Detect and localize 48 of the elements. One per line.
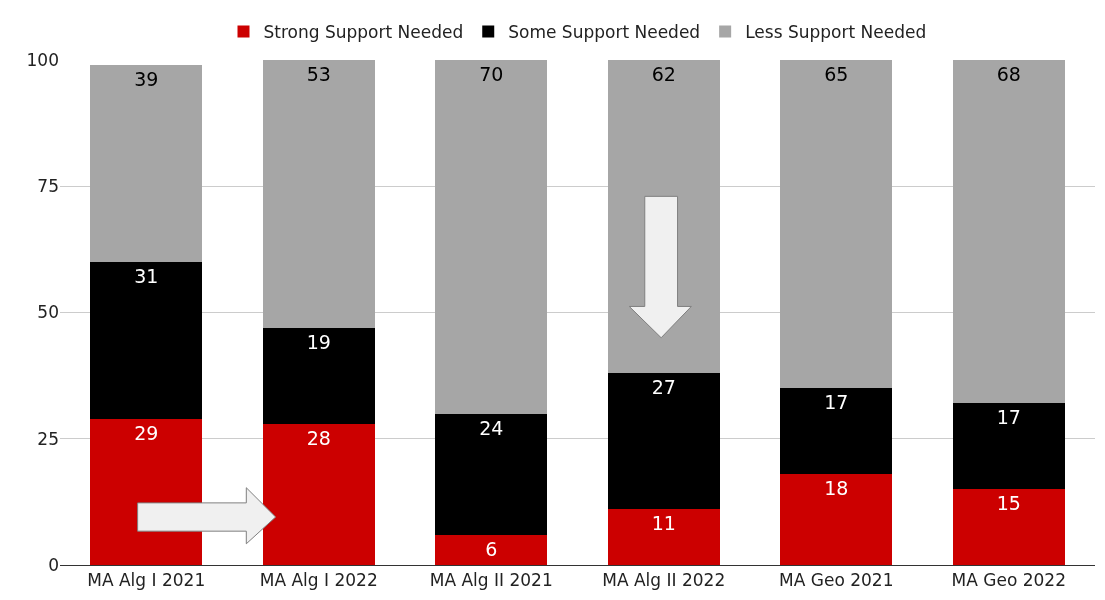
data-label: 68	[996, 63, 1021, 85]
bar	[262, 60, 375, 328]
data-label: 18	[824, 477, 849, 500]
x-tick-label: MA Geo 2021	[779, 570, 894, 591]
bar	[952, 60, 1065, 404]
y-tick-label: 25	[37, 428, 59, 449]
bar	[435, 534, 548, 565]
y-tick-label: 50	[37, 302, 59, 323]
data-label: 62	[651, 63, 676, 85]
data-label: 11	[651, 512, 676, 535]
bar	[780, 474, 893, 565]
bar	[90, 65, 203, 262]
y-tick-label: 100	[26, 49, 59, 70]
y-tick-label: 75	[37, 176, 59, 197]
data-label: 39	[134, 68, 159, 91]
legend-label: Strong Support Needed	[263, 22, 464, 43]
bar	[952, 489, 1065, 565]
bar	[262, 423, 375, 565]
data-label: 65	[824, 63, 849, 85]
bar	[607, 373, 720, 510]
data-label: 17	[824, 391, 849, 414]
data-label: 17	[996, 406, 1021, 429]
bar	[607, 509, 720, 565]
data-label: 24	[479, 416, 504, 439]
data-label: 29	[134, 421, 159, 444]
legend-label: Less Support Needed	[745, 22, 927, 43]
data-label: 15	[996, 492, 1021, 515]
bar	[435, 60, 548, 414]
legend-label: Some Support Needed	[508, 22, 701, 43]
data-label: 31	[134, 265, 159, 287]
x-tick-label: MA Geo 2022	[951, 570, 1066, 591]
y-tick-label: 0	[48, 554, 59, 575]
data-label: 28	[306, 426, 331, 449]
x-tick-label: MA Alg I 2021	[87, 570, 206, 591]
bar	[952, 403, 1065, 490]
x-tick-label: MA Alg II 2022	[602, 570, 726, 591]
x-tick-label: MA Alg I 2022	[259, 570, 378, 591]
data-label: 53	[306, 63, 331, 85]
x-tick-label: MA Alg II 2021	[429, 570, 553, 591]
bar	[780, 388, 893, 475]
data-label: 70	[479, 63, 504, 85]
bar	[262, 327, 375, 424]
bar	[780, 60, 893, 389]
bar	[435, 413, 548, 535]
bar	[90, 262, 203, 419]
data-label: 27	[651, 376, 676, 399]
data-label: 6	[485, 537, 498, 560]
data-label: 19	[306, 330, 331, 353]
